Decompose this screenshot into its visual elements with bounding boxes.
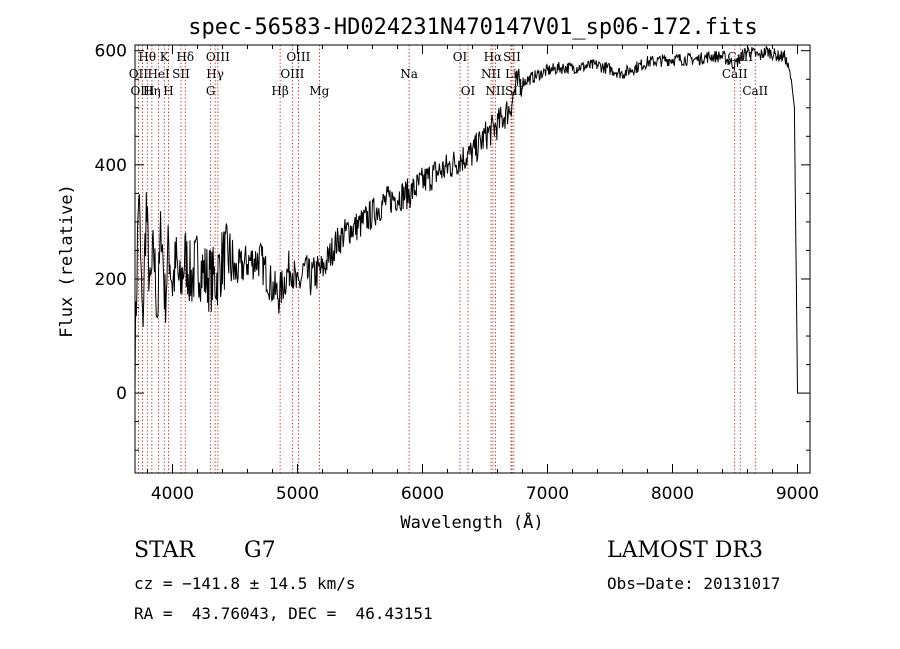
line-marker-label: Mg (309, 84, 329, 98)
x-tick-label: 9000 (776, 484, 819, 504)
line-marker-label: HeI (147, 67, 170, 81)
line-marker-label: Hβ (271, 84, 288, 98)
line-marker-label: Hα (484, 50, 503, 64)
line-marker-label: K (160, 50, 170, 64)
x-axis: 4000 5000 6000 7000 8000 9000 (147, 45, 819, 504)
line-marker-label: Hδ (176, 50, 194, 64)
plot-frame (134, 44, 811, 474)
line-marker-label: OIII (206, 50, 230, 64)
obs-date-text: Obs−Date: 20131017 (607, 574, 781, 593)
chart-title: spec-56583-HD024231N470147V01_sp06-172.f… (188, 15, 758, 40)
line-marker-label: OII (129, 67, 149, 81)
line-marker-label: OI (461, 84, 476, 98)
line-marker-label: OIII (286, 50, 310, 64)
y-tick-label: 200 (95, 270, 127, 290)
line-marker-label: CaII (722, 67, 748, 81)
line-marker-label: Li (505, 67, 517, 81)
line-marker-label: CaII (742, 84, 768, 98)
line-marker-label: OIII (280, 67, 304, 81)
x-axis-label: Wavelength (Å) (400, 511, 543, 533)
line-marker-label: NII (481, 67, 501, 81)
x-tick-label: 8000 (651, 484, 694, 504)
y-axis-label: Flux (relative) (57, 184, 77, 338)
line-marker-label: OIII (130, 84, 154, 98)
x-tick-label: 6000 (401, 484, 444, 504)
redshift-text: cz = −141.8 ± 14.5 km/s (134, 574, 356, 593)
line-marker-label: OI (453, 50, 468, 64)
line-marker-label: Hη (143, 84, 161, 98)
subclass-label: G7 (244, 538, 276, 563)
line-marker-label: NII (485, 84, 505, 98)
line-marker-label: Hθ (138, 50, 156, 64)
line-marker-label: Na (400, 67, 418, 81)
y-tick-label: 0 (116, 384, 127, 404)
line-marker-label: H (163, 84, 173, 98)
line-marker-label: Hγ (206, 67, 224, 81)
line-marker-label: SII (172, 67, 190, 81)
x-tick-label: 5000 (276, 484, 319, 504)
x-tick-label: 7000 (526, 484, 569, 504)
y-axis: 0 200 400 600 (95, 42, 810, 451)
x-tick-label: 4000 (151, 484, 194, 504)
coordinates-text: RA = 43.76043, DEC = 46.43151 (134, 604, 433, 623)
class-label: STAR (134, 538, 195, 563)
y-tick-label: 600 (95, 42, 127, 62)
survey-label: LAMOST DR3 (607, 538, 763, 563)
spectrum-series-line (134, 45, 802, 394)
line-marker-label: G (206, 84, 216, 98)
y-tick-label: 400 (95, 156, 127, 176)
line-marker-label: SII (503, 50, 521, 64)
